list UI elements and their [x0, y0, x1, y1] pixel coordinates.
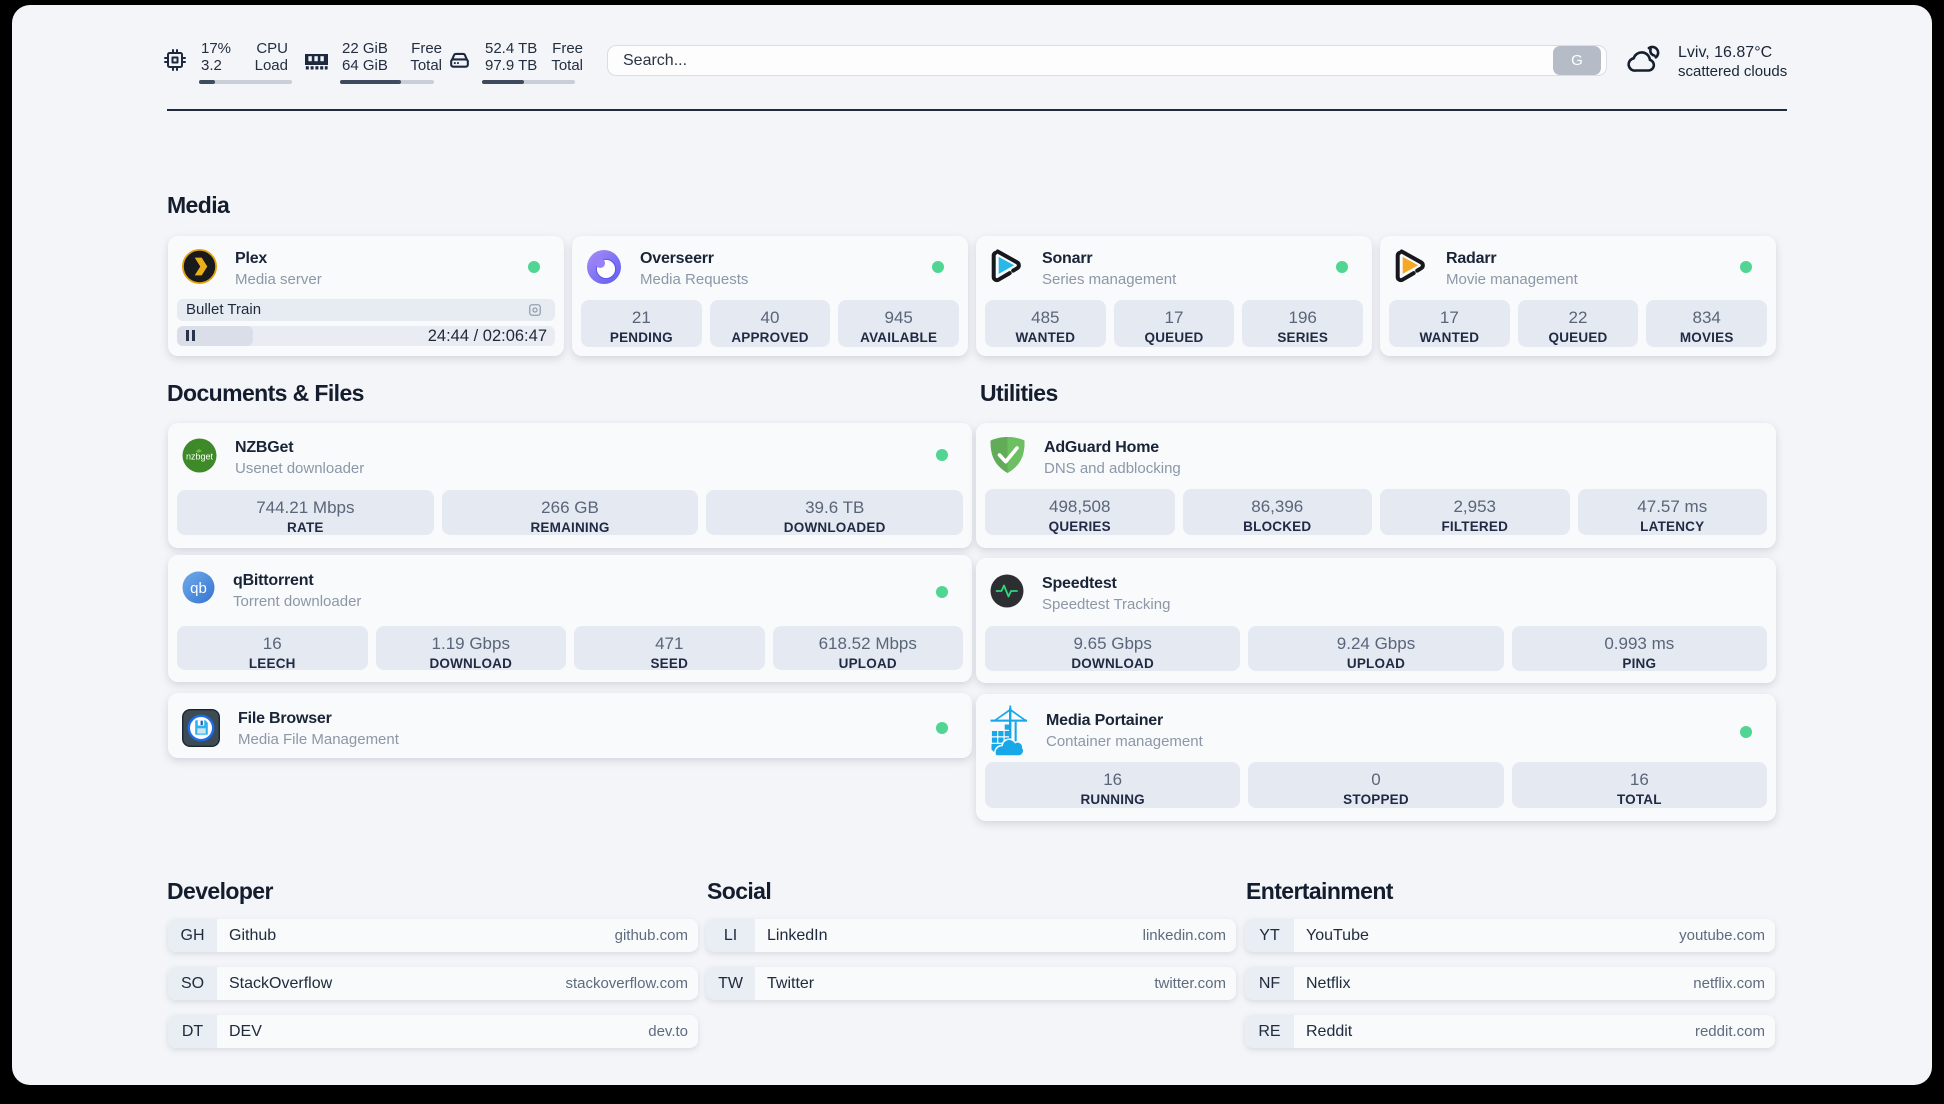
svg-text:nzbget: nzbget — [186, 452, 214, 462]
svg-text:qb: qb — [190, 580, 207, 597]
